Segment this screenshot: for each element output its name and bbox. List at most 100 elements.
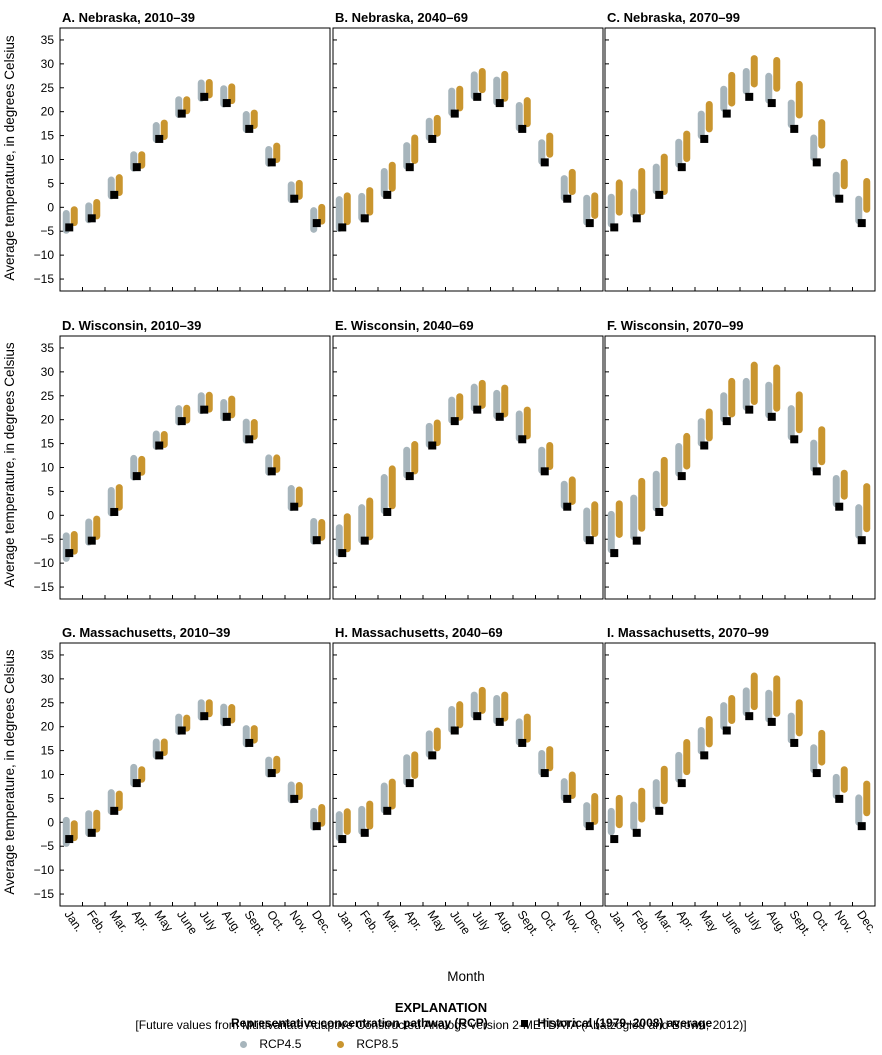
y-tick-label: 25 [41, 81, 55, 95]
historical-point [585, 822, 594, 831]
y-axis-title-row2: Average temperature, in degrees Celsius [2, 342, 17, 587]
y-tick-label: 15 [41, 744, 55, 758]
rcp85-dot-icon [337, 1041, 344, 1049]
historical-point [495, 717, 504, 726]
historical-point [338, 549, 347, 558]
historical-point [473, 92, 482, 101]
panel-e: E. Wisconsin, 2040–69 [332, 318, 604, 600]
explanation-note: [Future values from Multivariate Adaptiv… [135, 1018, 747, 1032]
legend-historical: Historical (1979–2008) average [521, 1016, 712, 1030]
y-tick-label: 25 [41, 389, 55, 403]
y-tick-label: −5 [40, 532, 54, 546]
historical-point [312, 822, 321, 831]
historical-point [540, 158, 549, 167]
historical-point [563, 794, 572, 803]
plot-frame [332, 642, 604, 907]
y-tick-label: 10 [41, 461, 55, 475]
panel-title: I. Massachusetts, 2070–99 [607, 625, 769, 640]
historical-point [677, 779, 686, 788]
historical-point [245, 124, 254, 133]
legend-rcp-heading: Representative concentration pathway (RC… [231, 1016, 488, 1030]
x-tick-label: Nov. [832, 908, 857, 936]
historical-point [267, 769, 276, 778]
historical-point [110, 806, 119, 815]
x-tick-label: May [425, 908, 449, 935]
plot-frame [604, 335, 876, 600]
historical-point [245, 738, 254, 747]
historical-point [450, 417, 459, 426]
y-tick-label: 35 [41, 33, 55, 47]
y-tick-label: −15 [34, 272, 55, 286]
historical-point [360, 214, 369, 223]
y-tick-label: 20 [41, 413, 55, 427]
historical-point [835, 502, 844, 511]
explanation-title: EXPLANATION [394, 1000, 488, 1015]
historical-point [473, 712, 482, 721]
legend-rcp85-label: RCP8.5 [356, 1037, 399, 1051]
historical-point [473, 405, 482, 414]
y-tick-label: −15 [34, 887, 55, 901]
historical-point [177, 726, 186, 735]
x-tick-label: June [719, 908, 746, 938]
historical-point [383, 190, 392, 199]
historical-point [563, 194, 572, 203]
historical-point [428, 441, 437, 450]
historical-point [518, 738, 527, 747]
panel-title: F. Wisconsin, 2070–99 [607, 318, 743, 333]
historical-point [655, 806, 664, 815]
historical-point [65, 223, 74, 232]
historical-point [585, 536, 594, 545]
x-tick-label: Feb. [629, 908, 654, 936]
x-tick-label: Mar. [107, 908, 132, 935]
legend-rcp45-label: RCP4.5 [259, 1037, 302, 1051]
historical-point [495, 99, 504, 108]
historical-point [835, 794, 844, 803]
x-tick-label: Apr. [674, 908, 698, 934]
historical-point [767, 412, 776, 421]
historical-point [450, 109, 459, 118]
historical-point [155, 134, 164, 143]
x-tick-label: Aug. [219, 908, 245, 936]
y-tick-label: −10 [34, 863, 55, 877]
rcp45-dot-icon [240, 1041, 247, 1049]
panels-group: A. Nebraska, 2010–39 −15 −10 −5 0 5 10 15 20 25 30… [34, 10, 880, 939]
historical-point [632, 536, 641, 545]
historical-point [155, 441, 164, 450]
x-tick-label: Sept. [515, 908, 543, 939]
historical-point [312, 536, 321, 545]
historical-point [222, 412, 231, 421]
historical-square-icon [521, 1020, 528, 1028]
historical-point [700, 441, 709, 450]
historical-point [610, 549, 619, 558]
historical-point [700, 134, 709, 143]
x-tick-label: Feb. [84, 908, 109, 936]
historical-point [835, 194, 844, 203]
historical-point [677, 163, 686, 172]
historical-point [540, 467, 549, 476]
x-tick-label: Feb. [357, 908, 382, 936]
legend-rcp45: RCP4.5 [240, 1037, 301, 1051]
panel-a: A. Nebraska, 2010–39 −15 −10 −5 0 5 10 15 20 25 30… [34, 10, 331, 292]
historical-point [857, 822, 866, 831]
plot-frame [332, 335, 604, 600]
panel-title: H. Massachusetts, 2040–69 [335, 625, 503, 640]
historical-point [745, 92, 754, 101]
historical-point [655, 507, 664, 516]
legend-historical-label: Historical (1979–2008) average [537, 1016, 713, 1030]
panel-i: I. Massachusetts, 2070–99 Jan.Feb.Mar.Apr… [604, 625, 880, 939]
y-tick-label: 10 [41, 153, 55, 167]
historical-point [790, 124, 799, 133]
y-tick-label: 5 [47, 176, 54, 190]
historical-point [155, 751, 164, 760]
historical-point [312, 219, 321, 228]
x-tick-label: Aug. [764, 908, 790, 936]
y-tick-label: 35 [41, 341, 55, 355]
x-tick-label: Nov. [287, 908, 312, 936]
historical-point [177, 109, 186, 118]
panel-title: G. Massachusetts, 2010–39 [62, 625, 230, 640]
historical-point [610, 223, 619, 232]
historical-point [677, 472, 686, 481]
plot-frame [59, 27, 331, 292]
x-tick-label: Dec. [309, 908, 335, 936]
